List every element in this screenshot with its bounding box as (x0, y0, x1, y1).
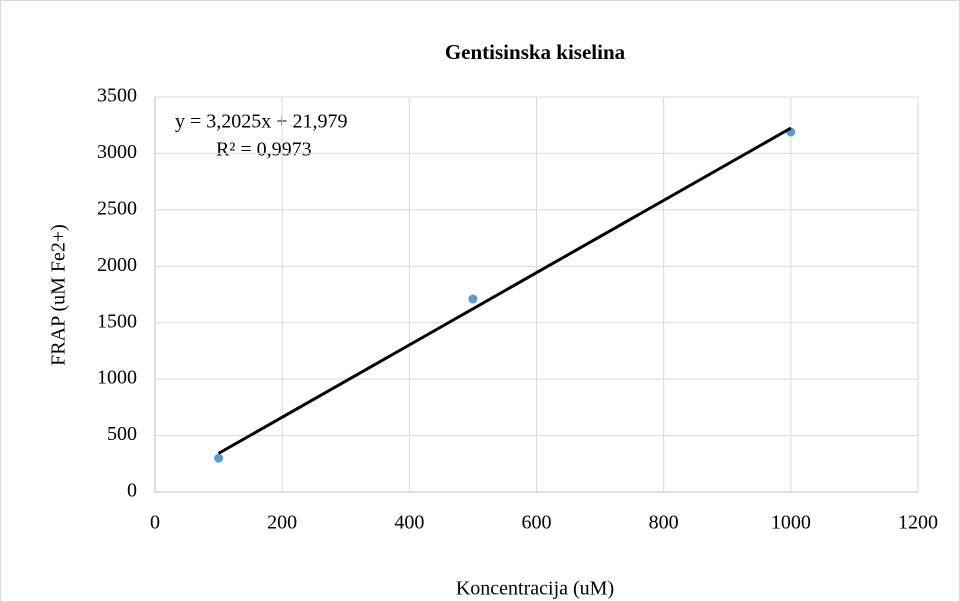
x-tick-label: 200 (267, 512, 297, 534)
trendline-equation: y = 3,2025x + 21,979 (175, 111, 348, 133)
x-tick-label: 600 (522, 512, 552, 534)
chart-title: Gentisinska kiselina (445, 40, 626, 64)
x-tick-label: 400 (394, 512, 424, 534)
x-axis-label: Koncentracija (uM) (456, 578, 614, 600)
y-tick-label: 2500 (97, 197, 137, 219)
data-point (214, 453, 224, 463)
y-tick-label: 500 (107, 423, 137, 445)
y-tick-label: 0 (127, 480, 137, 502)
y-tick-label: 3500 (97, 85, 137, 107)
trendline (217, 126, 792, 455)
r-squared: R² = 0,9973 (216, 139, 312, 161)
y-tick-label: 1000 (97, 367, 137, 389)
y-tick-label: 1500 (97, 310, 137, 332)
y-tick-label: 2000 (97, 254, 137, 276)
x-tick-label: 1200 (898, 512, 938, 534)
y-tick-label: 3000 (97, 141, 137, 163)
y-axis-label: FRAP (uM Fe2+) (48, 224, 70, 366)
x-tick-label: 1000 (771, 512, 811, 534)
data-point (468, 294, 478, 304)
x-tick-label: 0 (150, 512, 160, 534)
x-tick-label: 800 (649, 512, 679, 534)
